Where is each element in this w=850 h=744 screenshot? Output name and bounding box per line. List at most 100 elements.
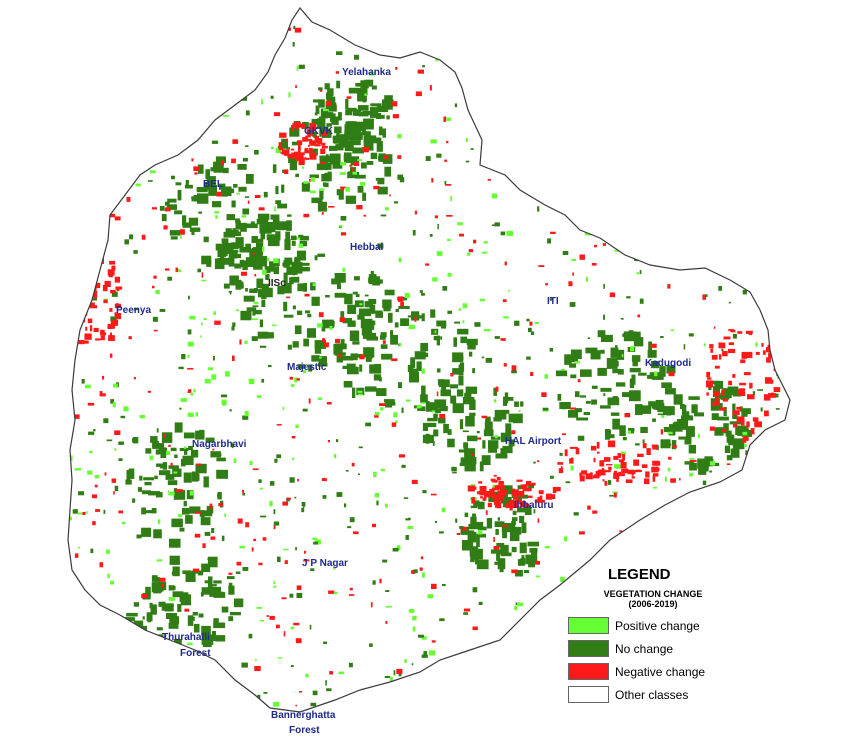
vegetation-patch (653, 487, 658, 489)
negative-change-patch (72, 305, 76, 311)
vegetation-patch (750, 670, 753, 675)
vegetation-patch (321, 478, 327, 482)
vegetation-patch (294, 377, 298, 383)
no-change-patch (383, 304, 391, 312)
vegetation-patch (762, 479, 768, 482)
vegetation-patch (690, 719, 696, 723)
no-change-patch (291, 276, 300, 283)
vegetation-patch (629, 27, 636, 29)
vegetation-patch (259, 487, 264, 490)
vegetation-patch (781, 209, 785, 214)
no-change-patch (597, 367, 607, 376)
vegetation-patch (258, 207, 265, 211)
no-change-patch (180, 594, 192, 606)
vegetation-patch (639, 270, 642, 275)
vegetation-patch (309, 179, 311, 182)
no-change-patch (324, 172, 331, 182)
vegetation-patch (147, 180, 153, 182)
no-change-patch (651, 404, 664, 409)
vegetation-patch (577, 379, 581, 383)
no-change-patch (555, 370, 568, 377)
vegetation-patch (784, 290, 790, 294)
vegetation-patch (184, 608, 190, 612)
vegetation-patch (546, 176, 550, 179)
vegetation-patch (665, 54, 669, 59)
vegetation-patch (484, 85, 491, 88)
no-change-patch (496, 543, 505, 548)
no-change-patch (324, 182, 329, 188)
vegetation-patch (199, 76, 201, 78)
vegetation-patch (659, 229, 662, 232)
vegetation-patch (269, 615, 275, 620)
vegetation-patch (103, 418, 109, 424)
vegetation-patch (258, 479, 262, 483)
vegetation-patch (174, 709, 181, 712)
vegetation-patch (726, 463, 731, 465)
no-change-patch (371, 85, 377, 90)
vegetation-patch (384, 503, 388, 508)
no-change-patch (311, 197, 323, 204)
negative-change-patch (514, 500, 522, 503)
vegetation-patch (161, 583, 164, 588)
no-change-patch (357, 91, 367, 102)
no-change-patch (503, 396, 508, 406)
vegetation-patch (721, 28, 726, 31)
vegetation-patch (282, 501, 288, 506)
vegetation-patch (737, 559, 741, 564)
no-change-patch (355, 300, 364, 308)
vegetation-patch (412, 626, 416, 632)
vegetation-patch (744, 560, 747, 566)
vegetation-patch (204, 80, 209, 85)
vegetation-patch (547, 683, 553, 688)
no-change-patch (177, 604, 182, 612)
no-change-patch (350, 156, 359, 165)
negative-change-patch (552, 487, 557, 494)
vegetation-patch (517, 676, 523, 680)
vegetation-patch (314, 112, 318, 116)
no-change-patch (182, 455, 194, 465)
vegetation-patch (747, 587, 751, 591)
vegetation-patch (113, 697, 117, 702)
no-change-patch (251, 236, 258, 243)
vegetation-patch (529, 321, 533, 326)
no-change-patch (139, 633, 150, 643)
no-change-patch (254, 288, 258, 292)
vegetation-patch (762, 175, 765, 179)
negative-change-patch (110, 289, 116, 294)
vegetation-patch (622, 245, 625, 248)
negative-change-patch (579, 472, 582, 477)
vegetation-patch (72, 76, 80, 80)
vegetation-patch (254, 274, 257, 277)
no-change-patch (714, 380, 724, 389)
vegetation-patch (348, 171, 352, 176)
vegetation-patch (517, 485, 522, 490)
vegetation-patch (353, 694, 359, 696)
vegetation-patch (451, 466, 457, 472)
negative-change-patch (81, 311, 86, 316)
vegetation-patch (713, 391, 720, 397)
vegetation-patch (85, 693, 93, 697)
vegetation-patch (555, 191, 559, 195)
no-change-patch (184, 447, 188, 455)
no-change-patch (694, 412, 704, 417)
no-change-patch (357, 105, 369, 111)
vegetation-patch (196, 463, 202, 466)
no-change-patch (378, 114, 385, 119)
vegetation-patch (296, 378, 300, 381)
vegetation-patch (721, 239, 723, 244)
no-change-patch (486, 518, 493, 529)
vegetation-patch (287, 214, 292, 217)
no-change-patch (377, 177, 385, 185)
negative-change-patch (480, 496, 483, 499)
vegetation-patch (616, 464, 621, 469)
no-change-patch (284, 257, 293, 266)
vegetation-patch (446, 117, 452, 121)
negative-change-patch (590, 445, 597, 451)
no-change-patch (465, 386, 478, 394)
no-change-patch (210, 167, 216, 172)
negative-change-patch (471, 497, 475, 504)
no-change-patch (286, 220, 292, 231)
no-change-patch (142, 634, 146, 640)
vegetation-patch (466, 252, 471, 256)
no-change-patch (729, 421, 742, 425)
